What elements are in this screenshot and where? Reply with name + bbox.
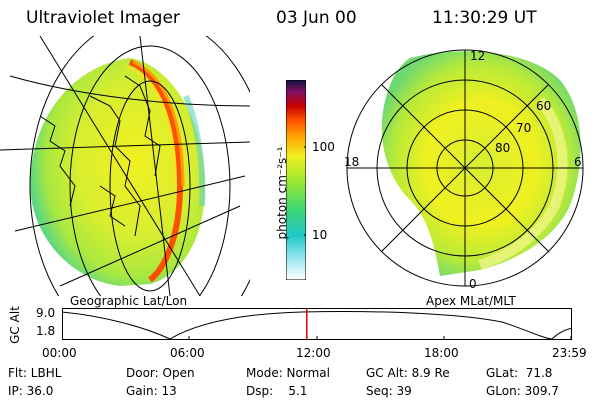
- colorbar-unit-label: photon cm⁻²s⁻¹: [275, 146, 289, 240]
- info-glon: GLon: 309.7: [486, 384, 559, 398]
- info-ip: IP: 36.0: [8, 384, 54, 398]
- info-glat: GLat: 71.8: [486, 366, 553, 380]
- timeline-xtick-4: 23:59: [552, 346, 587, 360]
- timeline-ytick-bottom: 1.8: [36, 324, 56, 338]
- info-seq: Seq: 39: [366, 384, 412, 398]
- mlat-label-70: 70: [516, 121, 531, 135]
- mlt-label-12: 12: [470, 49, 485, 63]
- mlt-label-0: 0: [469, 277, 477, 291]
- date-label: 03 Jun 00: [276, 8, 357, 28]
- lat-lon-grid: [0, 36, 250, 296]
- time-label: 11:30:29 UT: [432, 8, 537, 28]
- altitude-curve: [62, 311, 572, 340]
- timeline-ytick-top: 9.0: [36, 306, 56, 320]
- geographic-image: [0, 36, 250, 296]
- colorbar: [286, 80, 306, 280]
- polar-grid: [346, 49, 584, 287]
- mlat-label-60: 60: [536, 99, 551, 113]
- timeline-ylabel: GC Alt: [8, 306, 22, 344]
- mlat-label-80: 80: [495, 141, 510, 155]
- polar-mlat-mlt-plot: 12 18 6 0 60 70 80: [344, 49, 584, 291]
- coastlines: [39, 75, 161, 237]
- timeline-xtick-2: 12:00: [296, 346, 331, 360]
- mlt-label-18: 18: [344, 155, 359, 169]
- colorbar-gradient: [286, 80, 306, 280]
- info-gain: Gain: 13: [126, 384, 177, 398]
- info-gc-alt: GC Alt: 8.9 Re: [366, 366, 450, 380]
- polar-image-region: [381, 51, 581, 276]
- magnetic-caption: Apex MLat/MLT: [426, 294, 516, 308]
- geographic-caption: Geographic Lat/Lon: [70, 294, 188, 308]
- timeline-xtick-0: 00:00: [42, 346, 77, 360]
- timeline-xtick-1: 06:00: [170, 346, 205, 360]
- altitude-timeline: [62, 308, 572, 340]
- timeline-xtick-3: 18:00: [424, 346, 459, 360]
- info-filter: Flt: LBHL: [8, 366, 62, 380]
- info-door: Door: Open: [126, 366, 195, 380]
- info-mode: Mode: Normal: [246, 366, 330, 380]
- instrument-title: Ultraviolet Imager: [26, 8, 180, 28]
- colorbar-tick-10: 10: [312, 228, 328, 242]
- colorbar-tick-100: 100: [312, 140, 335, 154]
- info-dsp: Dsp: 5.1: [246, 384, 308, 398]
- mlt-label-6: 6: [574, 155, 582, 169]
